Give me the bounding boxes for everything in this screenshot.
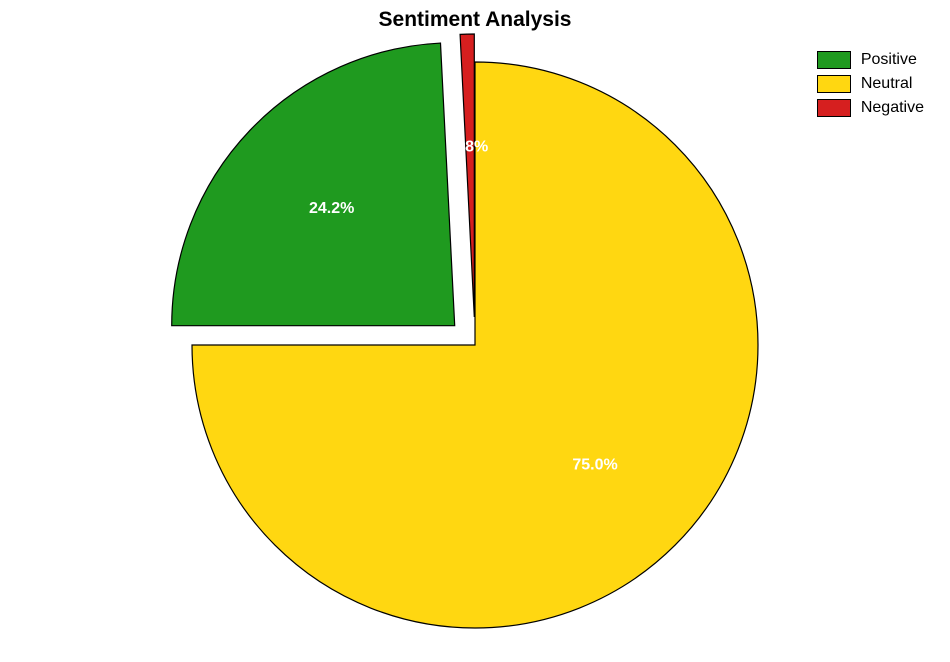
legend-label: Neutral <box>861 75 913 93</box>
legend-item: Negative <box>817 96 924 120</box>
slice-label-neutral: 75.0% <box>572 456 617 473</box>
legend: Positive Neutral Negative <box>817 48 924 120</box>
legend-swatch-negative <box>817 99 851 117</box>
legend-label: Positive <box>861 51 917 69</box>
pie-chart-svg: 75.0% 24.2% 0.8% <box>0 0 950 662</box>
slice-label-positive: 24.2% <box>309 200 354 217</box>
pie-slice-negative <box>460 34 474 317</box>
legend-item: Positive <box>817 48 924 72</box>
legend-swatch-neutral <box>817 75 851 93</box>
legend-item: Neutral <box>817 72 924 96</box>
legend-label: Negative <box>861 99 924 117</box>
slice-label-negative: 0.8% <box>452 138 488 155</box>
chart-container: Sentiment Analysis 75.0%24.2%0.8% Positi… <box>0 0 950 662</box>
legend-swatch-positive <box>817 51 851 69</box>
pie-slice-positive <box>172 43 455 326</box>
